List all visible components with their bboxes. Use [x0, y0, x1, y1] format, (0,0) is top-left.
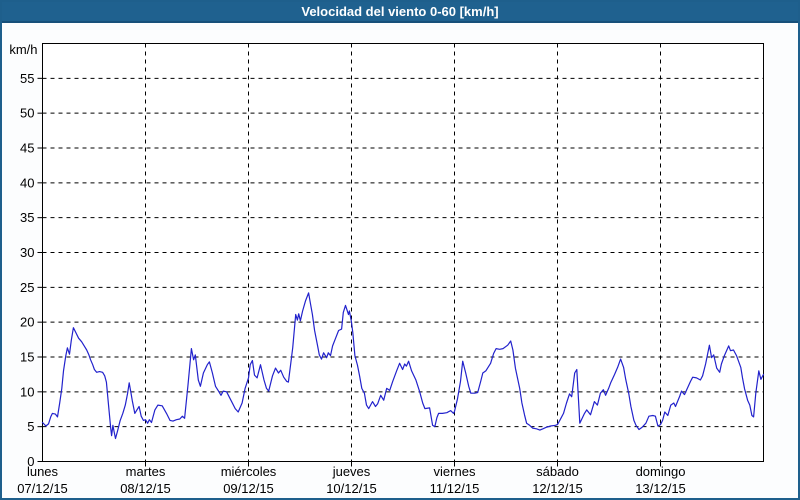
y-axis-tick-label: 15 [20, 350, 34, 365]
x-axis-day-label: sábado [536, 464, 579, 479]
x-axis-date-label: 11/12/15 [430, 481, 480, 496]
x-axis-date-label: 10/12/15 [326, 481, 377, 496]
x-axis-day-label: martes [126, 464, 166, 479]
y-axis-tick-label: 50 [20, 106, 34, 121]
x-axis-day-label: miércoles [221, 464, 277, 479]
y-axis-tick-label: 10 [20, 384, 34, 399]
y-axis-tick-label: 20 [20, 315, 34, 330]
x-axis-day-label: lunes [27, 464, 59, 479]
x-axis-day-label: domingo [636, 464, 686, 479]
page-title: Velocidad del viento 0-60 [km/h] [2, 2, 798, 23]
y-axis-tick-label: 0 [27, 454, 34, 469]
y-axis-tick-label: 45 [20, 141, 34, 156]
y-axis-unit-label: km/h [9, 42, 37, 57]
x-axis-date-label: 13/12/15 [635, 481, 686, 496]
x-axis-date-label: 12/12/15 [532, 481, 583, 496]
y-axis-tick-label: 55 [20, 71, 34, 86]
wind-speed-line [41, 292, 765, 440]
y-axis-tick-label: 30 [20, 245, 34, 260]
x-axis-day-label: viernes [434, 464, 476, 479]
x-axis-day-label: jueves [332, 464, 371, 479]
y-axis-tick-label: 35 [20, 210, 34, 225]
y-axis-tick-label: 40 [20, 175, 34, 190]
y-axis-tick-label: 25 [20, 280, 34, 295]
x-axis-date-label: 08/12/15 [120, 481, 171, 496]
x-axis-date-label: 09/12/15 [223, 481, 274, 496]
plot-frame [42, 43, 764, 462]
y-axis-tick-label: 5 [27, 419, 34, 434]
x-axis-date-label: 07/12/15 [17, 481, 68, 496]
